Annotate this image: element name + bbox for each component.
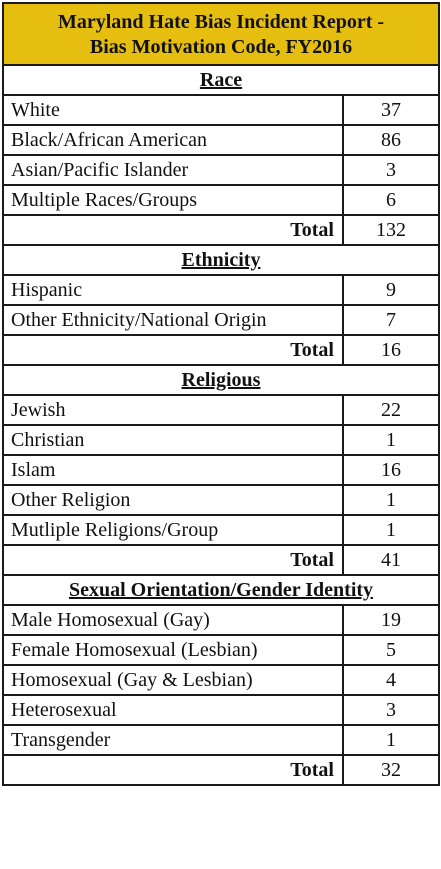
row-value: 1 <box>342 424 440 456</box>
row-label: Islam <box>2 454 344 486</box>
total-row-race: Total 132 <box>2 214 440 246</box>
row-value: 3 <box>342 154 440 186</box>
row-value: 16 <box>342 454 440 486</box>
total-value-religious: 41 <box>342 544 440 576</box>
row-label: Asian/Pacific Islander <box>2 154 344 186</box>
row-label: White <box>2 94 344 126</box>
row-label: Homosexual (Gay & Lesbian) <box>2 664 344 696</box>
table-row: White 37 <box>2 94 440 126</box>
row-value: 37 <box>342 94 440 126</box>
row-label: Male Homosexual (Gay) <box>2 604 344 636</box>
total-label: Total <box>2 214 344 246</box>
row-value: 1 <box>342 484 440 516</box>
total-value-sexual-orientation-gender-identity: 32 <box>342 754 440 786</box>
row-value: 7 <box>342 304 440 336</box>
table-row: Black/African American 86 <box>2 124 440 156</box>
table-row: Male Homosexual (Gay) 19 <box>2 604 440 636</box>
row-label: Jewish <box>2 394 344 426</box>
row-value: 19 <box>342 604 440 636</box>
row-value: 9 <box>342 274 440 306</box>
row-value: 1 <box>342 724 440 756</box>
row-value: 6 <box>342 184 440 216</box>
table-row: Homosexual (Gay & Lesbian) 4 <box>2 664 440 696</box>
row-label: Christian <box>2 424 344 456</box>
title-line-1: Maryland Hate Bias Incident Report - <box>57 11 385 33</box>
table-row: Jewish 22 <box>2 394 440 426</box>
row-label: Multiple Races/Groups <box>2 184 344 216</box>
total-value-ethnicity: 16 <box>342 334 440 366</box>
row-label: Other Ethnicity/National Origin <box>2 304 344 336</box>
title-row: Maryland Hate Bias Incident Report - Bia… <box>2 2 440 66</box>
table-row: Islam 16 <box>2 454 440 486</box>
total-label: Total <box>2 754 344 786</box>
row-value: 4 <box>342 664 440 696</box>
table-row: Female Homosexual (Lesbian) 5 <box>2 634 440 666</box>
bias-incident-table: Maryland Hate Bias Incident Report - Bia… <box>2 2 440 786</box>
row-value: 86 <box>342 124 440 156</box>
table-body: Maryland Hate Bias Incident Report - Bia… <box>2 2 440 786</box>
section-header-row-sexual-orientation-gender-identity: Sexual Orientation/Gender Identity <box>2 574 440 606</box>
table-row: Asian/Pacific Islander 3 <box>2 154 440 186</box>
section-header-race: Race <box>2 64 440 96</box>
total-label: Total <box>2 334 344 366</box>
row-value: 3 <box>342 694 440 726</box>
section-header-ethnicity: Ethnicity <box>2 244 440 276</box>
section-header-religious: Religious <box>2 364 440 396</box>
row-value: 22 <box>342 394 440 426</box>
section-header-row-race: Race <box>2 64 440 96</box>
row-label: Hispanic <box>2 274 344 306</box>
row-label: Transgender <box>2 724 344 756</box>
section-header-row-ethnicity: Ethnicity <box>2 244 440 276</box>
row-label: Female Homosexual (Lesbian) <box>2 634 344 666</box>
row-label: Mutliple Religions/Group <box>2 514 344 546</box>
section-header-sexual-orientation-gender-identity: Sexual Orientation/Gender Identity <box>2 574 440 606</box>
table-title: Maryland Hate Bias Incident Report - Bia… <box>2 2 440 66</box>
total-value-race: 132 <box>342 214 440 246</box>
section-header-row-religious: Religious <box>2 364 440 396</box>
total-row-sexual-orientation-gender-identity: Total 32 <box>2 754 440 786</box>
table-row: Heterosexual 3 <box>2 694 440 726</box>
table-row: Other Ethnicity/National Origin 7 <box>2 304 440 336</box>
row-label: Heterosexual <box>2 694 344 726</box>
row-label: Black/African American <box>2 124 344 156</box>
row-label: Other Religion <box>2 484 344 516</box>
table-row: Christian 1 <box>2 424 440 456</box>
title-line-2: Bias Motivation Code, FY2016 <box>89 36 353 58</box>
table-row: Transgender 1 <box>2 724 440 756</box>
total-row-ethnicity: Total 16 <box>2 334 440 366</box>
table-row: Hispanic 9 <box>2 274 440 306</box>
row-value: 5 <box>342 634 440 666</box>
table-row: Multiple Races/Groups 6 <box>2 184 440 216</box>
row-value: 1 <box>342 514 440 546</box>
total-row-religious: Total 41 <box>2 544 440 576</box>
table-row: Other Religion 1 <box>2 484 440 516</box>
total-label: Total <box>2 544 344 576</box>
table-row: Mutliple Religions/Group 1 <box>2 514 440 546</box>
